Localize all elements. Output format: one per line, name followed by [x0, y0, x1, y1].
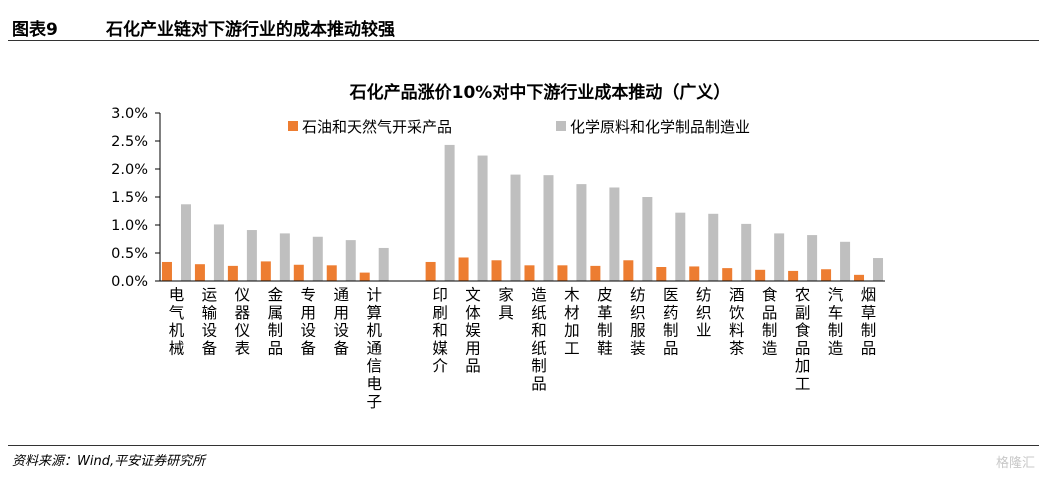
- bar-series-1: [590, 265, 601, 281]
- figure-header: 图表9 石化产业链对下游行业的成本推动较强: [10, 12, 1037, 40]
- watermark-logo: 格隆汇: [995, 456, 1035, 471]
- x-category-label: 食品制造: [762, 286, 778, 357]
- bar-series-1: [821, 269, 832, 281]
- chart-title: 石化产品涨价10%对中下游行业成本推动（广义）: [349, 82, 731, 103]
- legend: 石油和天然气开采产品 化学原料和化学制品制造业: [288, 118, 750, 136]
- bar-series-2: [477, 155, 488, 281]
- bar-series-1: [326, 265, 337, 281]
- bar-series-2: [642, 197, 653, 281]
- bar-series-2: [840, 241, 851, 281]
- x-category-label: 农副食品加工: [795, 286, 811, 393]
- top-rule: [8, 40, 1039, 41]
- bar-series-2: [609, 187, 620, 281]
- bar-series-2: [807, 235, 818, 281]
- legend-label: 石油和天然气开采产品: [302, 118, 452, 136]
- x-category-label: 家具: [498, 286, 514, 322]
- bar-series-1: [491, 260, 502, 281]
- bar-series-1: [788, 270, 799, 281]
- bar-series-2: [708, 213, 719, 281]
- x-category-label: 电气机械: [169, 286, 185, 357]
- bar-series-2: [345, 240, 356, 281]
- legend-label: 化学原料和化学制品制造业: [570, 118, 750, 136]
- bar-series-2: [675, 212, 686, 281]
- bar-series-1: [623, 260, 634, 281]
- bar-series-1: [656, 267, 667, 281]
- x-category-label: 纺织服装: [630, 286, 646, 357]
- y-tick-label: 2.0%: [111, 162, 148, 178]
- bar-series-2: [543, 175, 554, 281]
- figure-title: 石化产业链对下游行业的成本推动较强: [106, 20, 395, 40]
- bar-chart: 石化产品涨价10%对中下游行业成本推动（广义） 石油和天然气开采产品 化学原料和化…: [111, 82, 885, 411]
- bar-series-1: [557, 265, 568, 281]
- bar-series-2: [576, 184, 587, 281]
- x-category-label: 仪器仪表: [235, 286, 251, 357]
- x-category-label: 皮革制鞋: [597, 286, 613, 357]
- bar-series-1: [161, 261, 172, 281]
- x-category-label: 运输设备: [202, 286, 218, 357]
- x-category-label: 酒饮料茶: [729, 286, 745, 357]
- bar-series-1: [359, 272, 370, 281]
- y-tick-label: 2.5%: [111, 134, 148, 150]
- x-category-label: 木材加工: [564, 286, 580, 357]
- x-category-label: 文体娱用品: [465, 286, 481, 375]
- y-tick-label: 0.0%: [111, 274, 148, 290]
- bar-series-2: [312, 236, 323, 281]
- source-note: 资料来源：Wind,平安证券研究所: [12, 454, 206, 469]
- y-tick-label: 3.0%: [111, 106, 148, 122]
- bars: [161, 144, 884, 281]
- bar-series-1: [755, 269, 766, 281]
- x-category-label: 造纸和纸制品: [531, 286, 547, 393]
- x-category-label: 汽车制造: [828, 286, 844, 357]
- legend-swatch: [556, 121, 566, 131]
- x-category-label: 计算机通信电子: [366, 286, 382, 411]
- bar-series-1: [194, 264, 205, 281]
- bar-series-1: [854, 274, 865, 281]
- bar-series-2: [213, 224, 224, 281]
- bottom-rule: [8, 445, 1039, 446]
- bar-series-2: [510, 174, 521, 281]
- bar-series-1: [458, 257, 469, 281]
- bar-series-2: [246, 230, 257, 281]
- y-tick-label: 1.5%: [111, 190, 148, 206]
- bar-series-2: [741, 223, 752, 281]
- bar-series-1: [722, 268, 733, 281]
- y-axis: 0.0% 0.5% 1.0% 1.5% 2.0% 2.5% 3.0%: [111, 106, 161, 290]
- x-category-label: 专用设备: [301, 286, 317, 357]
- legend-swatch: [288, 121, 298, 131]
- bar-series-1: [260, 261, 271, 281]
- x-category-label: 通用设备: [333, 286, 349, 357]
- x-category-label: 烟草制品: [861, 286, 877, 357]
- bar-series-2: [774, 233, 785, 281]
- figure-number: 图表9: [12, 20, 58, 40]
- bar-series-2: [444, 144, 455, 281]
- x-category-label: 医药制品: [663, 286, 679, 357]
- bar-series-1: [524, 265, 535, 281]
- bar-series-2: [873, 258, 884, 281]
- bar-series-1: [425, 261, 436, 281]
- x-category-label: 纺织业: [696, 286, 712, 340]
- y-tick-label: 0.5%: [111, 246, 148, 262]
- x-category-label: 印刷和媒介: [432, 286, 448, 375]
- x-category-label: 金属制品: [268, 286, 284, 357]
- bar-series-1: [227, 265, 238, 281]
- bar-series-1: [689, 266, 700, 281]
- bar-series-2: [378, 247, 389, 281]
- y-tick-label: 1.0%: [111, 218, 148, 234]
- bar-series-2: [279, 233, 290, 281]
- bar-series-1: [293, 264, 304, 281]
- bar-series-2: [180, 204, 191, 281]
